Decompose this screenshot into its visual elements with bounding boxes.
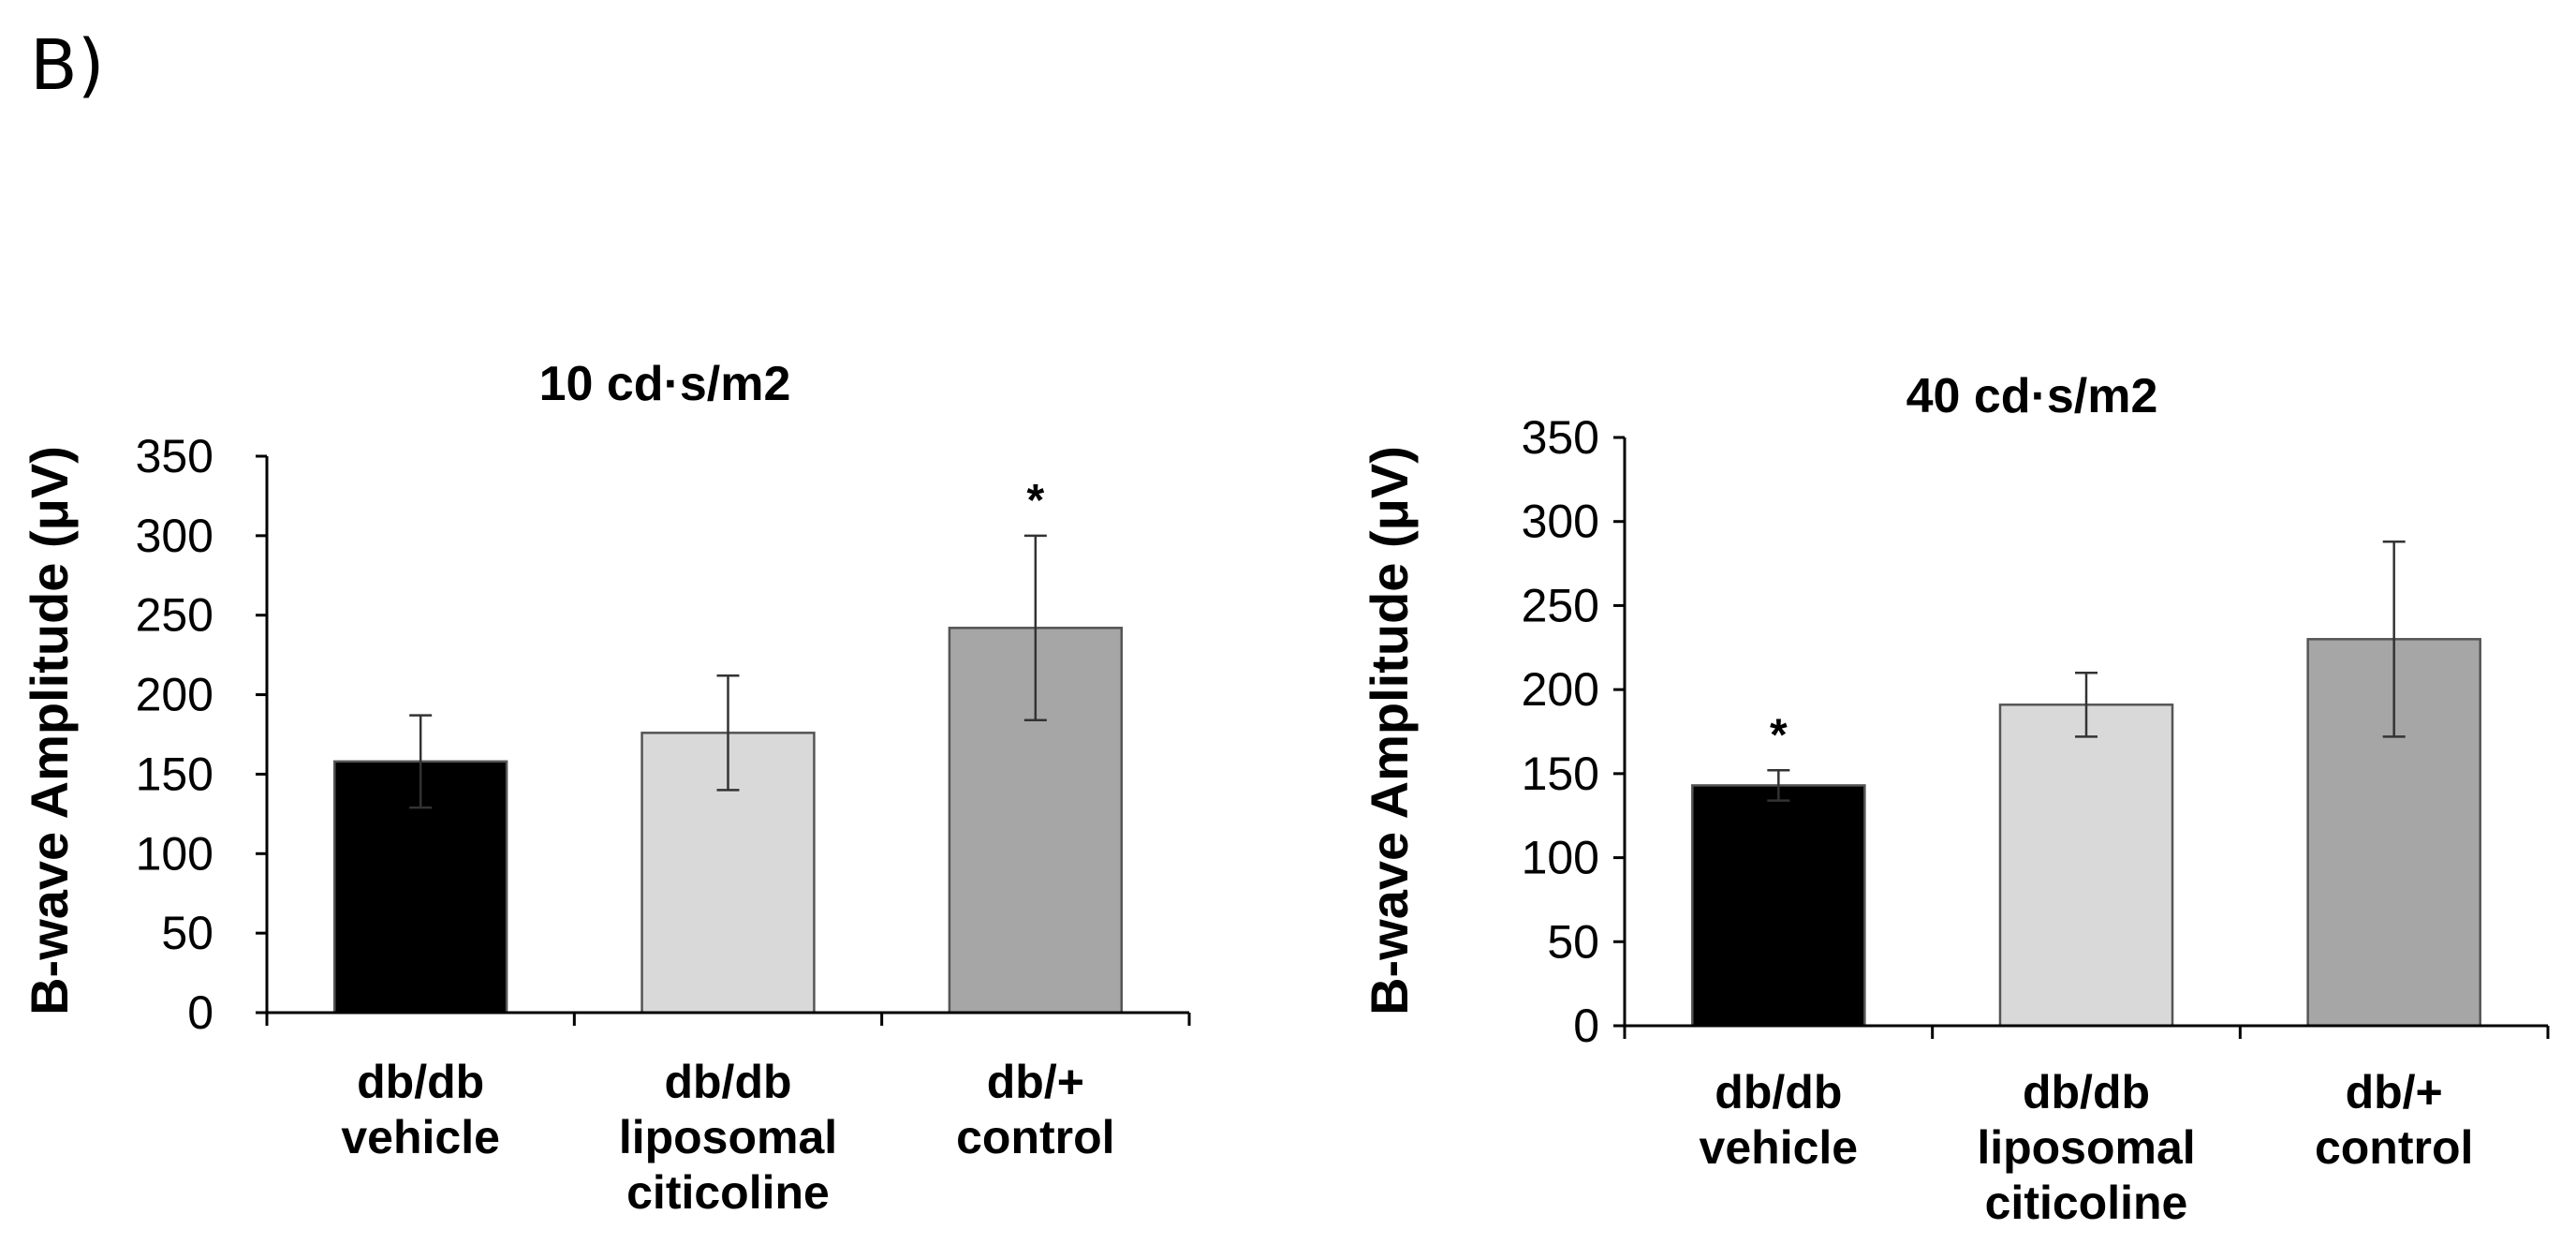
y-tick-label: 50 [1547, 915, 1599, 968]
category-label: db/+ control [956, 1056, 1114, 1163]
panel-label: B) [30, 25, 105, 106]
category-label-line: control [2315, 1121, 2473, 1174]
category-label-line: vehicle [1700, 1121, 1859, 1174]
category-label-line: db/db [1715, 1066, 1842, 1118]
category-label-line: db/+ [987, 1056, 1084, 1108]
category-label-line: db/db [664, 1056, 791, 1108]
y-tick-label: 200 [1522, 663, 1599, 716]
bar [1691, 784, 1866, 1028]
y-tick-label: 200 [136, 669, 213, 721]
y-tick-label: 250 [1522, 579, 1599, 631]
y-axis-label: B-wave Amplitude (μV) [1360, 446, 1419, 1015]
y-tick-label: 50 [161, 907, 213, 959]
category-label: db/+ control [2315, 1066, 2473, 1174]
category-label-line: liposomal [619, 1111, 837, 1163]
category-label-line: liposomal [1977, 1121, 2195, 1174]
category-label-line: db/db [2023, 1066, 2150, 1118]
y-tick-label: 150 [1522, 748, 1599, 800]
category-label: db/db liposomal citicoline [1977, 1066, 2195, 1229]
y-tick-label: 0 [1573, 1000, 1599, 1052]
category-label-line: citicoline [1985, 1177, 2188, 1229]
category-label-line: citicoline [626, 1166, 830, 1219]
y-tick-label: 300 [136, 510, 213, 562]
category-label-line: db/+ [2346, 1066, 2443, 1118]
category-label: db/db liposomal citicoline [619, 1056, 837, 1219]
y-axis-label: B-wave Amplitude (μV) [20, 446, 79, 1015]
significance-marker: * [1770, 710, 1788, 760]
y-tick-label: 350 [1522, 411, 1599, 464]
y-tick-label: 100 [1522, 832, 1599, 884]
chart-title: 40 cd·s/m2 [1906, 369, 2158, 423]
chart-10-cds: 10 cd·s/m2 B-wave Amplitude (μV) 0 50 100 150… [20, 357, 1191, 1219]
category-label-line: control [956, 1111, 1114, 1163]
category-label-line: vehicle [341, 1111, 500, 1163]
chart-40-cds: 40 cd·s/m2 B-wave Amplitude (μV) 0 50 100 150… [1360, 369, 2550, 1229]
y-tick-label: 350 [136, 430, 213, 482]
y-tick-label: 100 [136, 827, 213, 880]
category-label-line: db/db [357, 1056, 484, 1108]
category-label: db/db vehicle [1700, 1066, 1859, 1174]
bar [1998, 704, 2174, 1028]
significance-marker: * [1026, 476, 1044, 526]
y-tick-label: 150 [136, 748, 213, 800]
y-tick-label: 300 [1522, 496, 1599, 548]
category-label: db/db vehicle [341, 1056, 500, 1163]
chart-title: 10 cd·s/m2 [539, 357, 791, 411]
y-tick-label: 250 [136, 589, 213, 642]
y-tick-label: 0 [187, 986, 213, 1039]
